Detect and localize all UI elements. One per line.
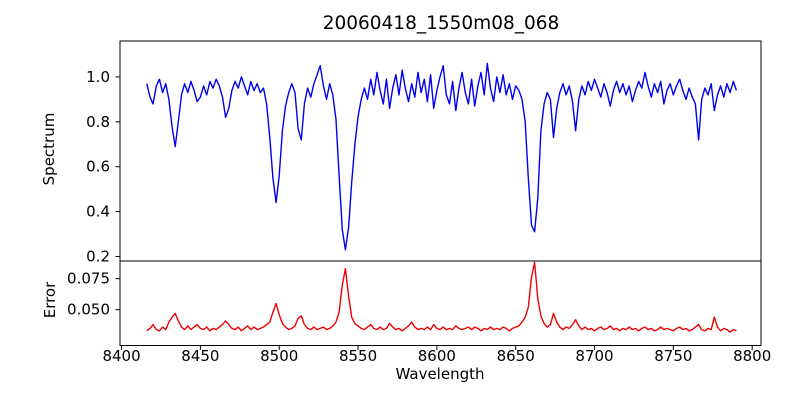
y-tick-label: 0.8 <box>86 113 110 131</box>
x-tick-label: 8650 <box>497 347 535 365</box>
plot-layer: 1.0 0.8 0.6 0.4 0.2 0.075 0.050 8400 8450 8500 855… <box>67 40 771 365</box>
x-tick-label: 8600 <box>418 347 456 365</box>
chart-title: 20060418_1550m08_068 <box>323 13 560 34</box>
y-tick-label: 0.6 <box>86 158 110 176</box>
y-tick-label: 1.0 <box>86 68 110 86</box>
y-tick-label: 0.050 <box>67 301 110 319</box>
x-tick-label: 8400 <box>102 347 140 365</box>
y-tick-label: 0.075 <box>67 270 110 288</box>
x-tick-label: 8700 <box>575 347 613 365</box>
y-tick-label: 0.2 <box>86 248 110 266</box>
x-tick-label: 8750 <box>654 347 692 365</box>
x-tick-label: 8800 <box>733 347 771 365</box>
error-panel-border <box>119 260 762 346</box>
y-axis-label-spectrum: Spectrum <box>40 113 58 186</box>
x-tick-label: 8550 <box>339 347 377 365</box>
x-tick-label: 8450 <box>181 347 219 365</box>
error-line <box>146 261 737 333</box>
x-axis-label: Wavelength <box>396 365 485 383</box>
spectrum-line <box>146 62 738 251</box>
y-axis-label-error: Error <box>41 281 59 318</box>
x-tick-label: 8500 <box>260 347 298 365</box>
y-tick-label: 0.4 <box>86 203 110 221</box>
